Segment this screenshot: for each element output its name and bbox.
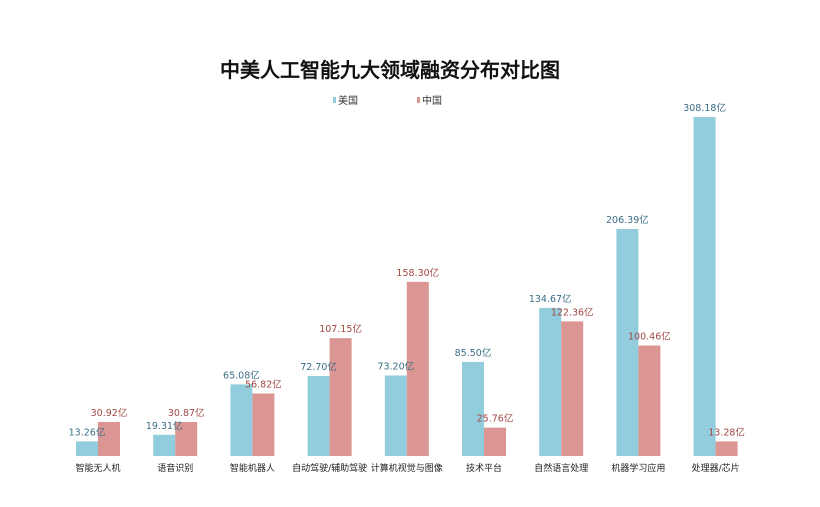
bar-cn-0 — [98, 421, 120, 456]
bar-us-6 — [539, 307, 562, 456]
bar-cn-5 — [484, 427, 506, 456]
chart-title: 中美人工智能九大领域融资分布对比图 — [220, 58, 560, 82]
value-label-cn-8: 13.28亿 — [708, 426, 745, 438]
bar-cn-2 — [252, 393, 275, 456]
value-label-cn-0: 30.92亿 — [91, 407, 128, 419]
category-label-3: 自动驾驶/辅助驾驶 — [292, 462, 367, 474]
bar-cn-8 — [715, 441, 738, 456]
category-label-2: 智能机器人 — [230, 462, 275, 474]
value-label-cn-7: 100.46亿 — [628, 330, 671, 342]
category-labels-group: 智能无人机 语音识别 智能机器人 自动驾驶/辅助驾驶 计算机视觉与图像 技术平台 自然语言处… — [75, 462, 739, 474]
legend: 美国 中国 — [333, 94, 442, 107]
legend-label-us: 美国 — [338, 94, 358, 107]
category-label-1: 语音识别 — [157, 462, 193, 474]
legend-swatch-us — [333, 97, 336, 103]
bar-cn-3 — [329, 338, 352, 456]
bar-us-4 — [384, 375, 407, 456]
value-label-cn-3: 107.15亿 — [319, 323, 362, 335]
bar-cn-7 — [638, 345, 661, 456]
category-label-8: 处理器/芯片 — [692, 462, 740, 474]
value-label-us-5: 85.50亿 — [455, 347, 492, 359]
category-label-4: 计算机视觉与图像 — [371, 462, 443, 474]
category-label-7: 机器学习应用 — [611, 462, 665, 474]
category-label-0: 智能无人机 — [75, 462, 120, 474]
bar-us-5 — [462, 361, 484, 456]
value-label-cn-6: 122.36亿 — [551, 306, 594, 318]
bar-us-3 — [307, 376, 330, 456]
value-label-us-6: 134.67亿 — [529, 293, 572, 305]
bar-us-1 — [153, 434, 176, 456]
value-label-us-0: 13.26亿 — [69, 426, 106, 438]
value-label-us-7: 206.39亿 — [606, 214, 649, 226]
bar-us-0 — [76, 441, 98, 456]
legend-label-cn: 中国 — [422, 94, 442, 107]
category-label-5: 技术平台 — [466, 462, 502, 474]
value-label-us-4: 73.20亿 — [377, 360, 414, 372]
value-label-cn-4: 158.30亿 — [396, 267, 439, 279]
legend-swatch-cn — [417, 97, 420, 103]
bar-us-7 — [616, 228, 639, 456]
bar-us-8 — [693, 117, 716, 456]
bar-cn-1 — [175, 422, 198, 456]
bars-group — [76, 117, 738, 456]
value-label-cn-2: 56.82亿 — [245, 378, 282, 390]
bar-us-2 — [230, 384, 253, 456]
value-label-cn-5: 25.76亿 — [477, 413, 514, 425]
value-label-us-8: 308.18亿 — [683, 102, 726, 114]
value-label-us-2: 65.08亿 — [223, 369, 260, 381]
value-label-us-1: 19.31亿 — [146, 420, 183, 432]
bar-cn-6 — [561, 321, 584, 456]
value-label-cn-1: 30.87亿 — [168, 407, 205, 419]
value-label-us-3: 72.70亿 — [300, 361, 337, 373]
category-label-6: 自然语言处理 — [534, 462, 588, 474]
bar-cn-4 — [406, 281, 429, 456]
